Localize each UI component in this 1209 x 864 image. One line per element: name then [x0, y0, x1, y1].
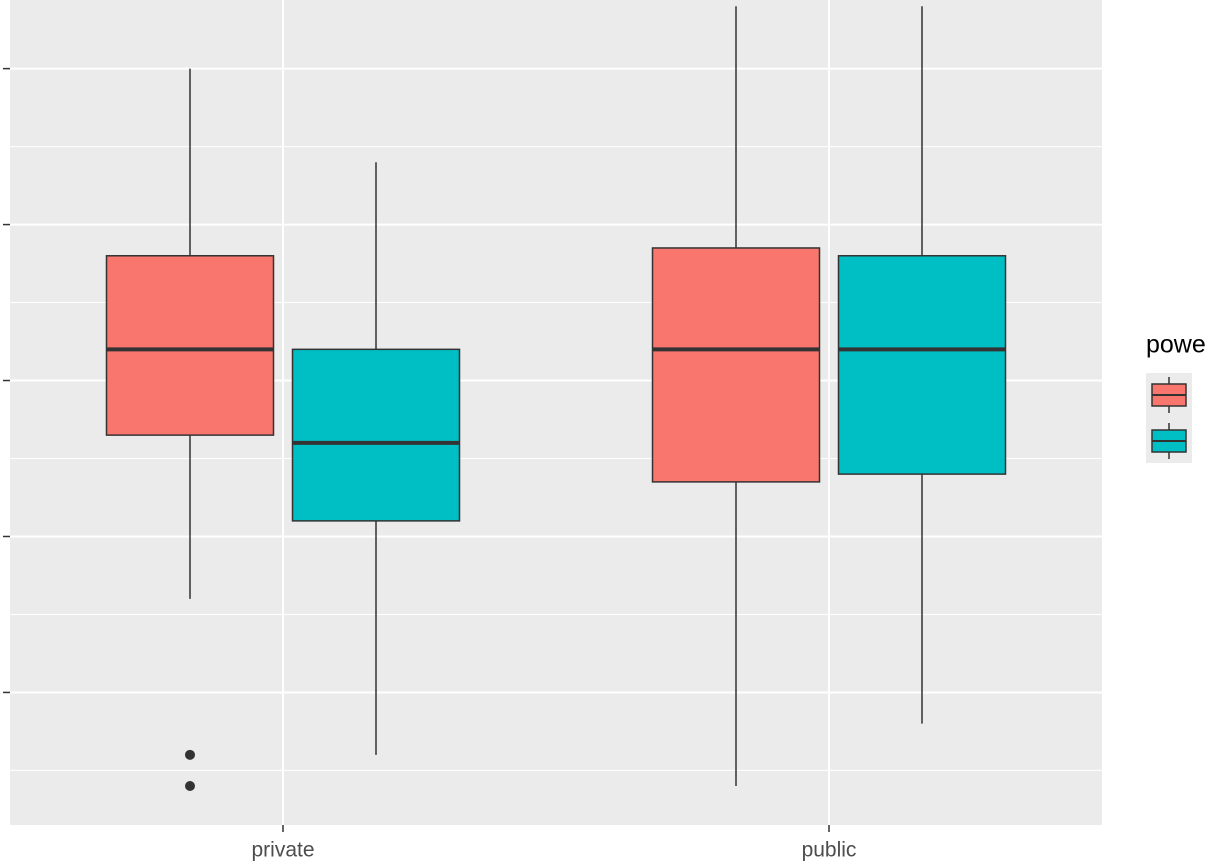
box-group: [105, 68, 275, 792]
box: [837, 255, 1007, 475]
legend-keys: [1151, 377, 1187, 459]
box: [291, 348, 461, 522]
box-group: [291, 162, 461, 755]
outlier: [185, 781, 195, 792]
box: [651, 247, 821, 483]
marks: [105, 6, 1007, 792]
outlier: [185, 749, 195, 760]
box-group: [651, 6, 821, 787]
legend: powe: [1146, 331, 1206, 463]
x-tick-label: private: [251, 839, 314, 862]
x-tick-label: public: [802, 839, 857, 862]
legend-title: powe: [1146, 331, 1206, 359]
box: [105, 255, 275, 436]
box-group: [837, 6, 1007, 724]
